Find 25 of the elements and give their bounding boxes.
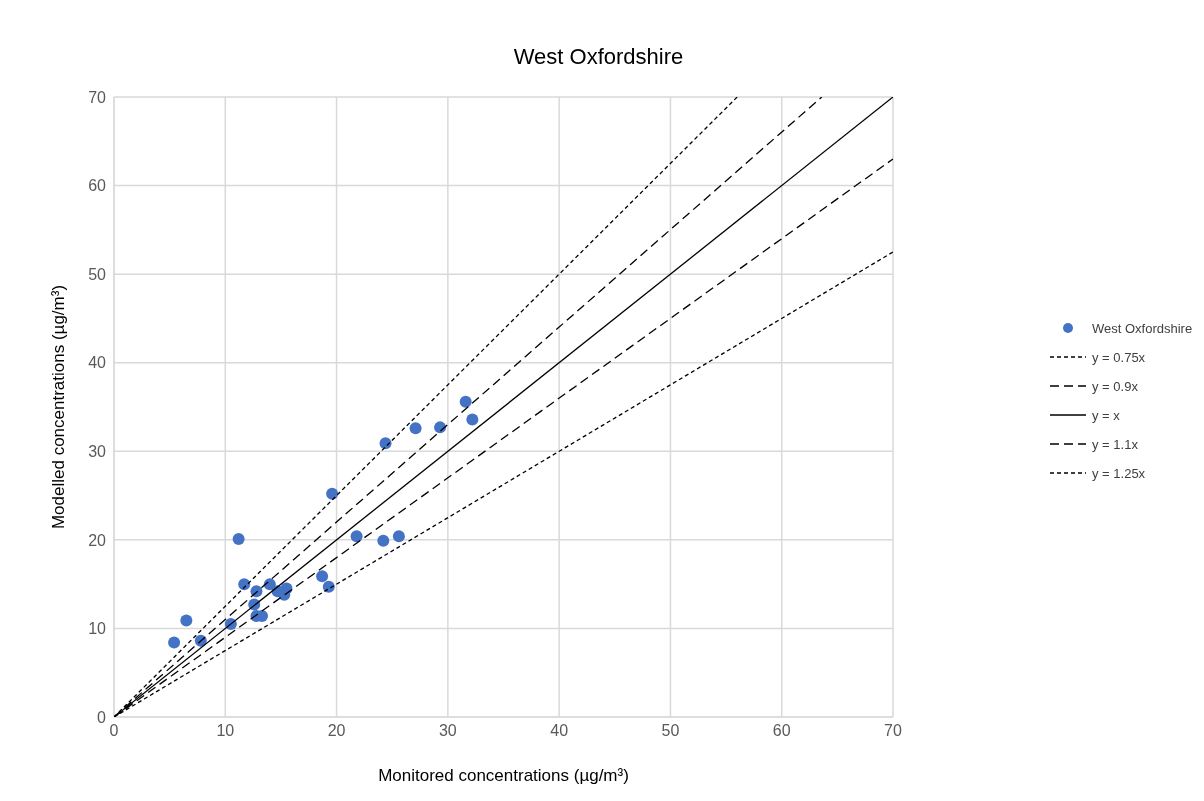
y-tick-label: 30 — [88, 442, 107, 460]
x-tick-label: 10 — [216, 722, 235, 740]
legend-label: y = 1.1x — [1092, 436, 1138, 452]
legend-label: West Oxfordshire — [1092, 320, 1193, 336]
x-tick-label: 40 — [550, 722, 569, 740]
x-tick-label: 70 — [884, 722, 902, 740]
legend-label: y = 0.9x — [1092, 378, 1138, 394]
y-tick-label: 50 — [88, 265, 107, 283]
x-tick-label: 60 — [772, 722, 791, 740]
legend-label: y = 0.75x — [1092, 349, 1146, 365]
x-tick-label: 30 — [438, 722, 457, 740]
y-tick-label: 70 — [88, 88, 107, 106]
y-tick-label: 60 — [88, 177, 107, 195]
y-tick-label: 0 — [97, 708, 107, 726]
x-tick-label: 20 — [327, 722, 346, 740]
y-tick-label: 10 — [88, 620, 107, 638]
x-tick-label: 0 — [109, 722, 119, 740]
y-tick-label: 20 — [88, 531, 107, 549]
y-tick-label: 40 — [88, 354, 107, 372]
x-tick-label: 50 — [661, 722, 680, 740]
y-axis-title: Modelled concentrations (µg/m³) — [49, 284, 69, 530]
chart-title: West Oxfordshire — [512, 44, 685, 70]
x-axis-title: Monitored concentrations (µg/m³) — [378, 766, 629, 785]
legend-label: y = 1.25x — [1092, 465, 1146, 481]
legend-label: y = x — [1092, 407, 1120, 423]
